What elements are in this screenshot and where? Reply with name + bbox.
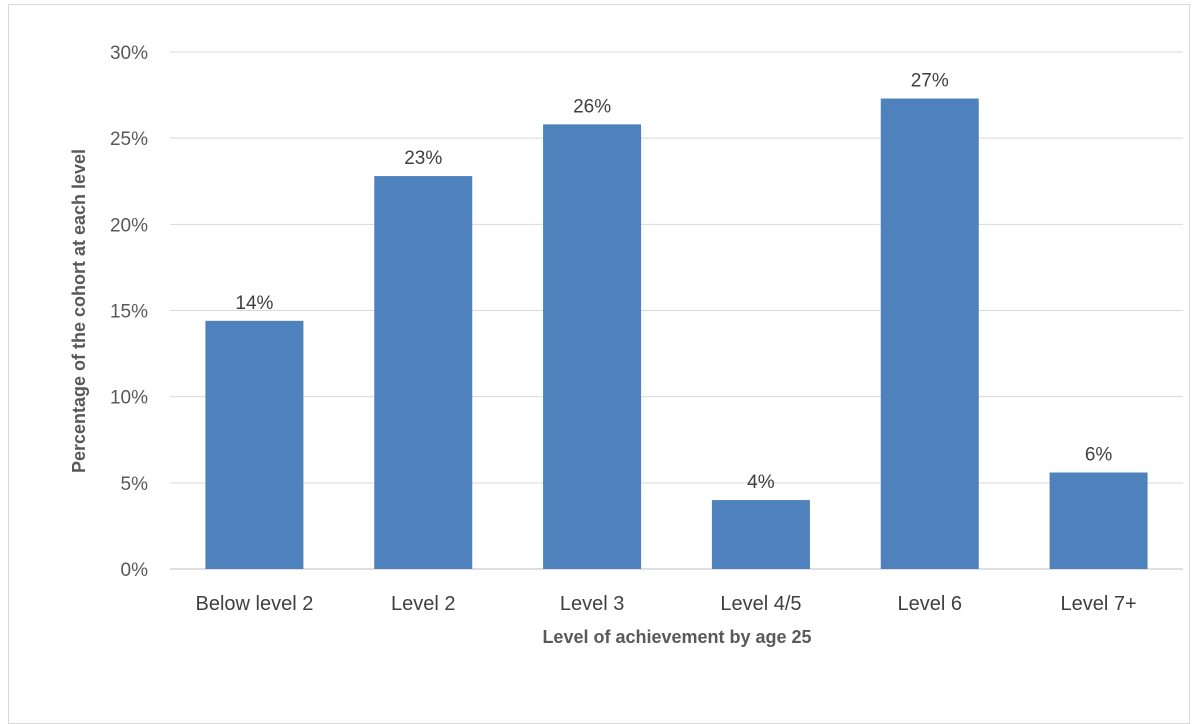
data-label: 6% [1085, 444, 1113, 465]
y-tick-label: 15% [110, 302, 148, 323]
y-tick-label: 25% [110, 129, 148, 150]
x-axis-title: Level of achievement by age 25 [542, 627, 811, 647]
bar [374, 176, 473, 569]
data-label: 14% [235, 293, 273, 314]
x-axis-ticks: Below level 2 Level 2 Level 3 Level 4/5 Leve… [195, 593, 1136, 615]
data-label: 4% [747, 472, 775, 493]
data-label: 26% [573, 96, 611, 117]
data-labels: 14% 23% 26% 4% 27% 6% [235, 71, 1112, 494]
bar [205, 320, 304, 569]
bar-chart: 14% 23% 26% 4% 27% 6% 0% 5% 10% 15% 20% 25% 30% Bel… [69, 43, 1183, 647]
x-tick-label: Level 2 [391, 593, 456, 615]
data-label: 27% [911, 71, 949, 92]
x-tick-label: Below level 2 [195, 593, 313, 615]
y-axis-ticks: 0% 5% 10% 15% 20% 25% 30% [110, 43, 148, 581]
x-tick-label: Level 6 [898, 593, 963, 615]
bar [1049, 472, 1148, 569]
gridlines [170, 51, 1183, 570]
y-tick-label: 0% [121, 560, 149, 581]
y-tick-label: 30% [110, 43, 148, 64]
y-tick-label: 20% [110, 215, 148, 236]
x-tick-label: Level 3 [560, 593, 625, 615]
y-axis-title: Percentage of the cohort at each level [69, 149, 89, 473]
bar [543, 124, 642, 569]
bars [205, 98, 1148, 569]
data-label: 23% [404, 148, 442, 169]
x-tick-label: Level 4/5 [720, 593, 801, 615]
bar [880, 98, 979, 569]
x-tick-label: Level 7+ [1060, 593, 1136, 615]
y-tick-label: 10% [110, 388, 148, 409]
bar [711, 500, 810, 569]
y-tick-label: 5% [121, 474, 149, 495]
